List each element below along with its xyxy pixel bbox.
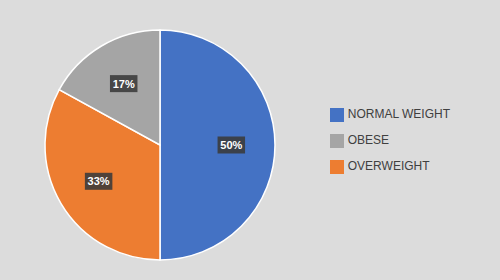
html-text:OVERWEIGHT: OVERWEIGHT (347, 159, 430, 173)
svg-text:17%: 17% (113, 78, 135, 90)
svg-text:50%: 50% (220, 139, 242, 151)
html-text:NORMAL WEIGHT: NORMAL WEIGHT (347, 107, 450, 121)
html-text:OBESE: OBESE (347, 133, 390, 147)
svg-text:33%: 33% (88, 175, 110, 187)
